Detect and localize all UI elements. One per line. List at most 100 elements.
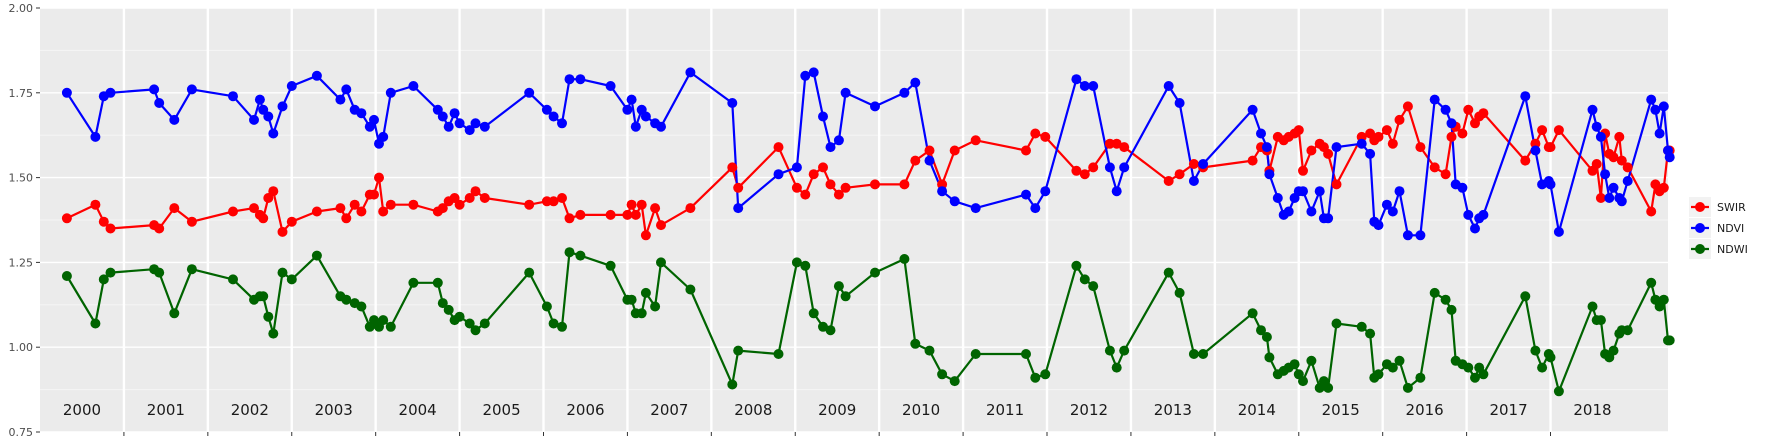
- data-point-ndvi: [341, 84, 352, 95]
- year-label: 2010: [902, 401, 940, 419]
- data-point-ndvi: [1163, 81, 1174, 91]
- data-point-ndwi: [311, 250, 322, 261]
- data-point-swir: [1021, 145, 1031, 156]
- year-label: 2000: [63, 401, 101, 419]
- data-point-ndvi: [369, 114, 379, 125]
- data-point-swir: [1088, 162, 1099, 173]
- data-point-swir: [1394, 114, 1405, 125]
- data-point-ndwi: [1104, 345, 1115, 356]
- data-point-swir: [1040, 131, 1051, 142]
- data-point-ndvi: [800, 70, 811, 81]
- data-point-ndvi: [1646, 94, 1657, 105]
- y-tick-label: 2.00: [9, 2, 34, 15]
- year-label: 2011: [986, 401, 1024, 419]
- data-point-swir: [791, 182, 802, 193]
- year-label: 2004: [399, 401, 437, 419]
- data-point-ndvi: [1664, 152, 1675, 163]
- x-axis: [123, 432, 1552, 436]
- data-point-ndwi: [1463, 362, 1474, 373]
- data-point-ndvi: [464, 125, 475, 136]
- data-point-ndwi: [1356, 321, 1367, 332]
- data-point-swir: [105, 223, 116, 234]
- data-point-ndwi: [937, 369, 948, 380]
- data-point-ndwi: [169, 308, 180, 319]
- data-point-ndvi: [479, 121, 490, 132]
- data-point-swir: [924, 145, 935, 156]
- data-point-ndvi: [311, 70, 322, 81]
- data-point-swir: [335, 203, 346, 214]
- data-point-ndwi: [626, 294, 637, 305]
- data-point-ndvi: [1616, 196, 1627, 207]
- legend: SWIR NDVI NDWI: [1689, 197, 1748, 259]
- data-point-swir: [1174, 169, 1185, 180]
- data-point-swir: [650, 203, 661, 214]
- data-point-ndvi: [575, 74, 586, 85]
- data-point-ndvi: [437, 111, 448, 122]
- data-point-swir: [385, 199, 396, 210]
- data-point-ndwi: [1646, 277, 1657, 288]
- data-point-swir: [1298, 165, 1308, 176]
- data-point-ndvi: [1600, 169, 1611, 180]
- data-point-ndvi: [557, 118, 567, 129]
- data-point-ndvi: [443, 121, 454, 132]
- data-point-ndwi: [1520, 291, 1531, 302]
- data-point-ndvi: [149, 84, 160, 95]
- data-point-swir: [349, 199, 360, 210]
- data-point-ndwi: [541, 301, 552, 312]
- data-point-ndvi: [626, 94, 637, 105]
- data-point-swir: [1387, 138, 1398, 149]
- year-label: 2001: [147, 401, 185, 419]
- data-point-swir: [470, 186, 481, 197]
- data-point-ndvi: [470, 118, 481, 129]
- data-point-ndvi: [105, 87, 116, 98]
- data-point-swir: [169, 203, 180, 214]
- data-point-swir: [1446, 131, 1457, 142]
- data-point-ndvi: [454, 118, 465, 129]
- data-point-ndwi: [773, 349, 784, 359]
- data-point-ndwi: [791, 257, 802, 268]
- data-point-ndwi: [1188, 349, 1199, 359]
- data-point-ndvi: [1415, 230, 1426, 241]
- data-point-swir: [1622, 162, 1633, 173]
- data-point-swir: [454, 199, 465, 210]
- data-point-ndvi: [1381, 199, 1392, 210]
- data-point-swir: [548, 196, 559, 207]
- data-point-swir: [626, 199, 637, 210]
- data-point-swir: [1591, 159, 1602, 169]
- data-point-swir: [557, 193, 567, 203]
- data-point-ndvi: [1530, 145, 1541, 156]
- data-point-ndvi: [640, 111, 651, 122]
- data-point-swir: [1429, 162, 1440, 173]
- data-point-swir: [1030, 128, 1041, 139]
- data-point-ndwi: [548, 318, 559, 329]
- data-point-ndwi: [1545, 352, 1556, 363]
- data-point-ndwi: [1429, 287, 1440, 298]
- data-point-swir: [286, 216, 297, 227]
- data-point-ndwi: [464, 318, 475, 329]
- data-point-ndvi: [1446, 118, 1457, 129]
- data-point-swir: [910, 155, 921, 166]
- data-point-ndvi: [154, 98, 165, 108]
- data-point-ndwi: [1198, 349, 1209, 359]
- data-point-ndvi: [1261, 142, 1272, 153]
- series-points: [61, 67, 1675, 397]
- y-tick-label: 1.00: [9, 341, 34, 354]
- data-point-swir: [258, 213, 269, 224]
- data-point-ndwi: [1256, 325, 1266, 336]
- data-point-ndwi: [605, 260, 616, 271]
- data-point-swir: [1111, 138, 1122, 149]
- data-point-ndwi: [1622, 325, 1633, 336]
- data-point-ndwi: [818, 321, 828, 332]
- year-label: 2009: [818, 401, 856, 419]
- data-point-swir: [630, 209, 641, 220]
- data-point-ndwi: [341, 294, 352, 305]
- data-point-swir: [374, 172, 384, 183]
- data-point-swir: [408, 199, 419, 210]
- data-point-ndvi: [1658, 101, 1669, 112]
- data-point-ndwi: [1595, 315, 1606, 326]
- data-point-swir: [1331, 179, 1342, 190]
- legend-label-ndwi: NDWI: [1717, 243, 1748, 256]
- data-point-ndvi: [1463, 209, 1474, 220]
- data-point-ndvi: [1478, 209, 1489, 220]
- data-point-ndvi: [1323, 213, 1334, 224]
